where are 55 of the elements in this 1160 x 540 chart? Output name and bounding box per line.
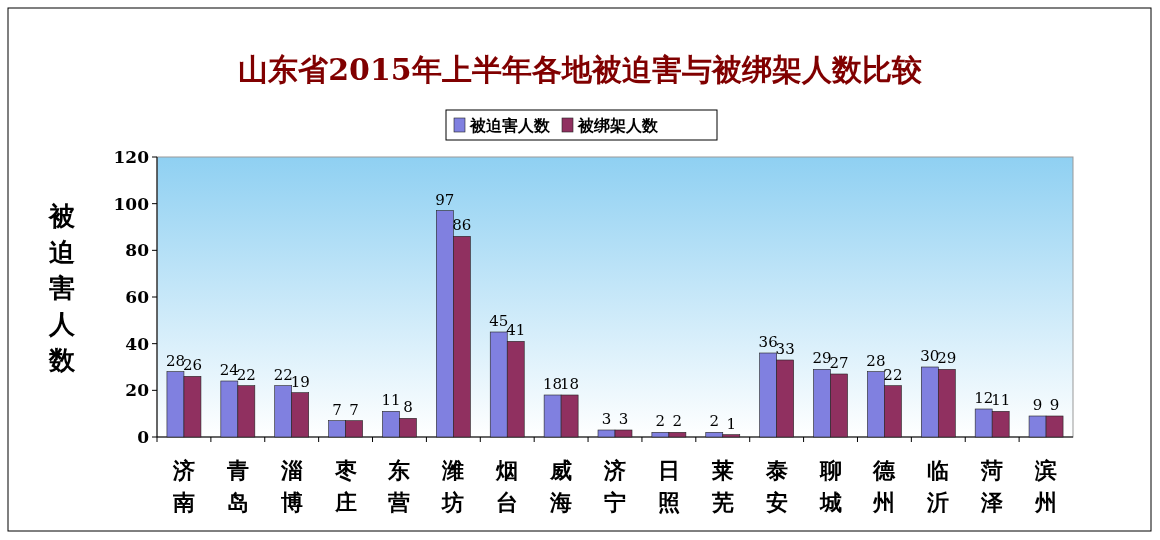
data-label: 18 bbox=[560, 375, 580, 393]
y-tick-label: 80 bbox=[125, 240, 150, 261]
data-label: 2 bbox=[672, 412, 683, 431]
data-label: 3 bbox=[601, 410, 612, 428]
data-label: 7 bbox=[349, 400, 359, 419]
x-tick-label: 淄博 bbox=[279, 457, 303, 515]
data-label: 24 bbox=[219, 361, 239, 379]
x-tick-label: 临沂 bbox=[926, 457, 950, 515]
x-tick-label: 青岛 bbox=[225, 457, 249, 515]
data-label: 28 bbox=[165, 351, 185, 370]
x-tick-label: 莱芜 bbox=[710, 457, 734, 515]
x-tick-label: 德州 bbox=[872, 457, 897, 515]
x-tick-label: 聊城 bbox=[818, 457, 842, 515]
x-tick-label: 烟台 bbox=[495, 457, 519, 515]
data-label: 18 bbox=[543, 375, 563, 393]
data-label: 7 bbox=[332, 400, 342, 419]
data-label: 2 bbox=[709, 412, 720, 431]
data-label: 41 bbox=[506, 321, 526, 340]
data-label: 2 bbox=[655, 412, 666, 431]
data-label: 22 bbox=[236, 365, 256, 384]
data-label: 11 bbox=[381, 391, 401, 410]
x-tick-label: 日照 bbox=[657, 457, 680, 515]
x-tick-label: 滨州 bbox=[1034, 457, 1058, 515]
y-tick-label: 0 bbox=[137, 427, 150, 447]
data-label: 11 bbox=[991, 391, 1011, 410]
y-tick-label: 40 bbox=[125, 333, 150, 354]
x-tick-label: 威海 bbox=[549, 457, 573, 515]
x-tick-label: 枣庄 bbox=[333, 457, 357, 515]
y-tick-label: 60 bbox=[125, 287, 150, 307]
data-label: 1 bbox=[726, 414, 737, 433]
x-tick-label: 泰安 bbox=[764, 457, 788, 515]
legend-label: 被绑架人数 bbox=[577, 116, 659, 135]
data-label: 9 bbox=[1049, 396, 1060, 414]
data-label: 22 bbox=[273, 365, 293, 384]
y-tick-label: 100 bbox=[113, 193, 150, 214]
y-tick-label: 120 bbox=[113, 147, 150, 167]
x-tick-label: 东营 bbox=[387, 457, 411, 515]
x-tick-label: 菏泽 bbox=[980, 457, 1005, 515]
data-label: 86 bbox=[452, 216, 472, 235]
y-axis-title: 被迫害人数 bbox=[48, 201, 76, 375]
data-label: 9 bbox=[1032, 396, 1043, 414]
x-tick-label: 济南 bbox=[171, 457, 195, 515]
data-label: 3 bbox=[618, 410, 629, 428]
data-label: 12 bbox=[974, 389, 994, 407]
data-label: 28 bbox=[866, 351, 886, 370]
data-label: 8 bbox=[403, 398, 413, 417]
data-label: 97 bbox=[435, 190, 455, 209]
data-label: 29 bbox=[937, 349, 957, 368]
data-label: 36 bbox=[758, 333, 778, 351]
x-tick-label: 济宁 bbox=[603, 457, 626, 515]
x-tick-label: 潍坊 bbox=[441, 457, 465, 515]
data-label: 22 bbox=[883, 365, 903, 384]
chart-title: 山东省2015年上半年各地被迫害与被绑架人数比较 bbox=[238, 52, 923, 87]
y-tick-label: 20 bbox=[125, 380, 150, 401]
legend-label: 被迫害人数 bbox=[469, 116, 551, 135]
